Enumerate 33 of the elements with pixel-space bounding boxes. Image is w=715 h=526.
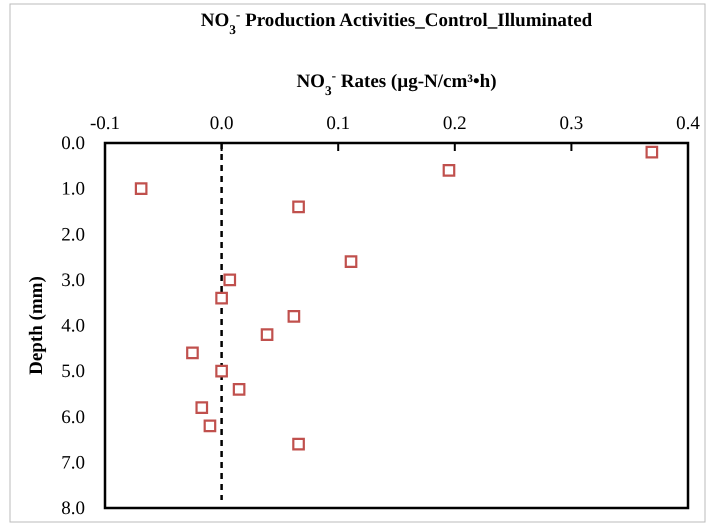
point bbox=[232, 383, 246, 396]
y-tick-label: 7.0 bbox=[61, 452, 85, 474]
x-tick-label: -0.1 bbox=[90, 113, 120, 134]
y-tick-label: 8.0 bbox=[61, 498, 85, 519]
y-axis-title: Depth (mm) bbox=[26, 276, 47, 375]
y-tick-label: 6.0 bbox=[61, 406, 85, 428]
point bbox=[223, 274, 236, 286]
x-tick-label: 0.3 bbox=[560, 113, 584, 134]
point bbox=[442, 164, 456, 177]
point bbox=[288, 310, 300, 323]
y-tick-label: 0.0 bbox=[61, 133, 85, 154]
point bbox=[186, 346, 199, 360]
x-tick-label: 0.4 bbox=[676, 113, 700, 134]
point bbox=[260, 328, 274, 341]
y-tick-label: 5.0 bbox=[61, 361, 85, 382]
x-tick-label: 0.1 bbox=[326, 113, 350, 134]
point bbox=[195, 401, 208, 414]
x-tick-label: 0.0 bbox=[210, 113, 234, 134]
point bbox=[134, 182, 148, 195]
chart-title: NO$_{3}$$^{-}$ Production Activities_Control_Illuminated bbox=[200, 6, 593, 36]
point bbox=[204, 420, 216, 432]
point bbox=[646, 146, 658, 158]
point bbox=[215, 364, 228, 378]
point bbox=[292, 200, 305, 214]
point bbox=[292, 438, 305, 450]
y-tick-label: 2.0 bbox=[61, 224, 85, 246]
y-tick-label: 1.0 bbox=[61, 178, 85, 200]
y-tick-label: 4.0 bbox=[61, 316, 85, 336]
x-axis-title: NO$_{3}$$^{-}$ Rates (µg-N/cm³•h) bbox=[296, 68, 497, 98]
y-tick-label: 3.0 bbox=[61, 270, 85, 291]
x-tick-label: 0.2 bbox=[442, 113, 467, 134]
point bbox=[215, 292, 228, 304]
point bbox=[344, 255, 358, 268]
